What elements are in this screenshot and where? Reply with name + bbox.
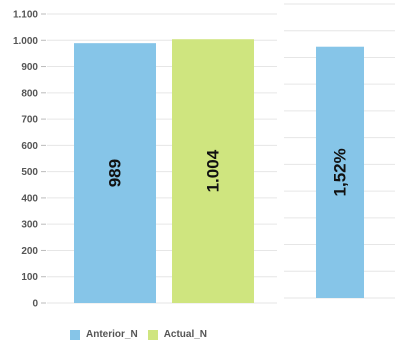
bar-data-label: 989: [106, 159, 125, 187]
y-tick-label: 500: [21, 167, 38, 178]
legend-item-anterior[interactable]: Anterior_N: [70, 329, 138, 340]
y-tick-label: 400: [21, 193, 38, 204]
bar-actual-n[interactable]: [172, 39, 254, 304]
bar-data-label: 1.004: [204, 149, 223, 192]
variation-bar-chart: 1,52%: [284, 3, 395, 299]
y-tick-label: 900: [21, 62, 38, 73]
legend-label-anterior: Anterior_N: [86, 329, 138, 340]
y-tick-label: 1.000: [13, 36, 38, 47]
y-tick-label: 200: [21, 246, 38, 257]
y-tick-label: 0: [32, 299, 38, 310]
y-tick-label: 1.100: [13, 10, 38, 21]
bar-variation[interactable]: [316, 46, 364, 298]
legend-item-actual[interactable]: Actual_N: [147, 329, 208, 340]
y-tick-label: 100: [21, 272, 38, 283]
bar-anterior-n[interactable]: [74, 43, 156, 304]
y-tick-label: 600: [21, 141, 38, 152]
y-tick-label: 300: [21, 220, 38, 231]
legend: Anterior_N Actual_N: [70, 329, 217, 340]
legend-swatch-anterior: [70, 329, 80, 340]
bar-data-label: 1,52%: [331, 148, 350, 196]
y-tick-label: 800: [21, 88, 38, 99]
legend-label-actual: Actual_N: [163, 329, 208, 340]
y-tick-label: 700: [21, 115, 38, 126]
main-bar-chart: 0 100 200 300 400 500 600 700 800 900 1.000 1.100 98…: [13, 10, 277, 310]
legend-swatch-actual: [147, 329, 158, 340]
